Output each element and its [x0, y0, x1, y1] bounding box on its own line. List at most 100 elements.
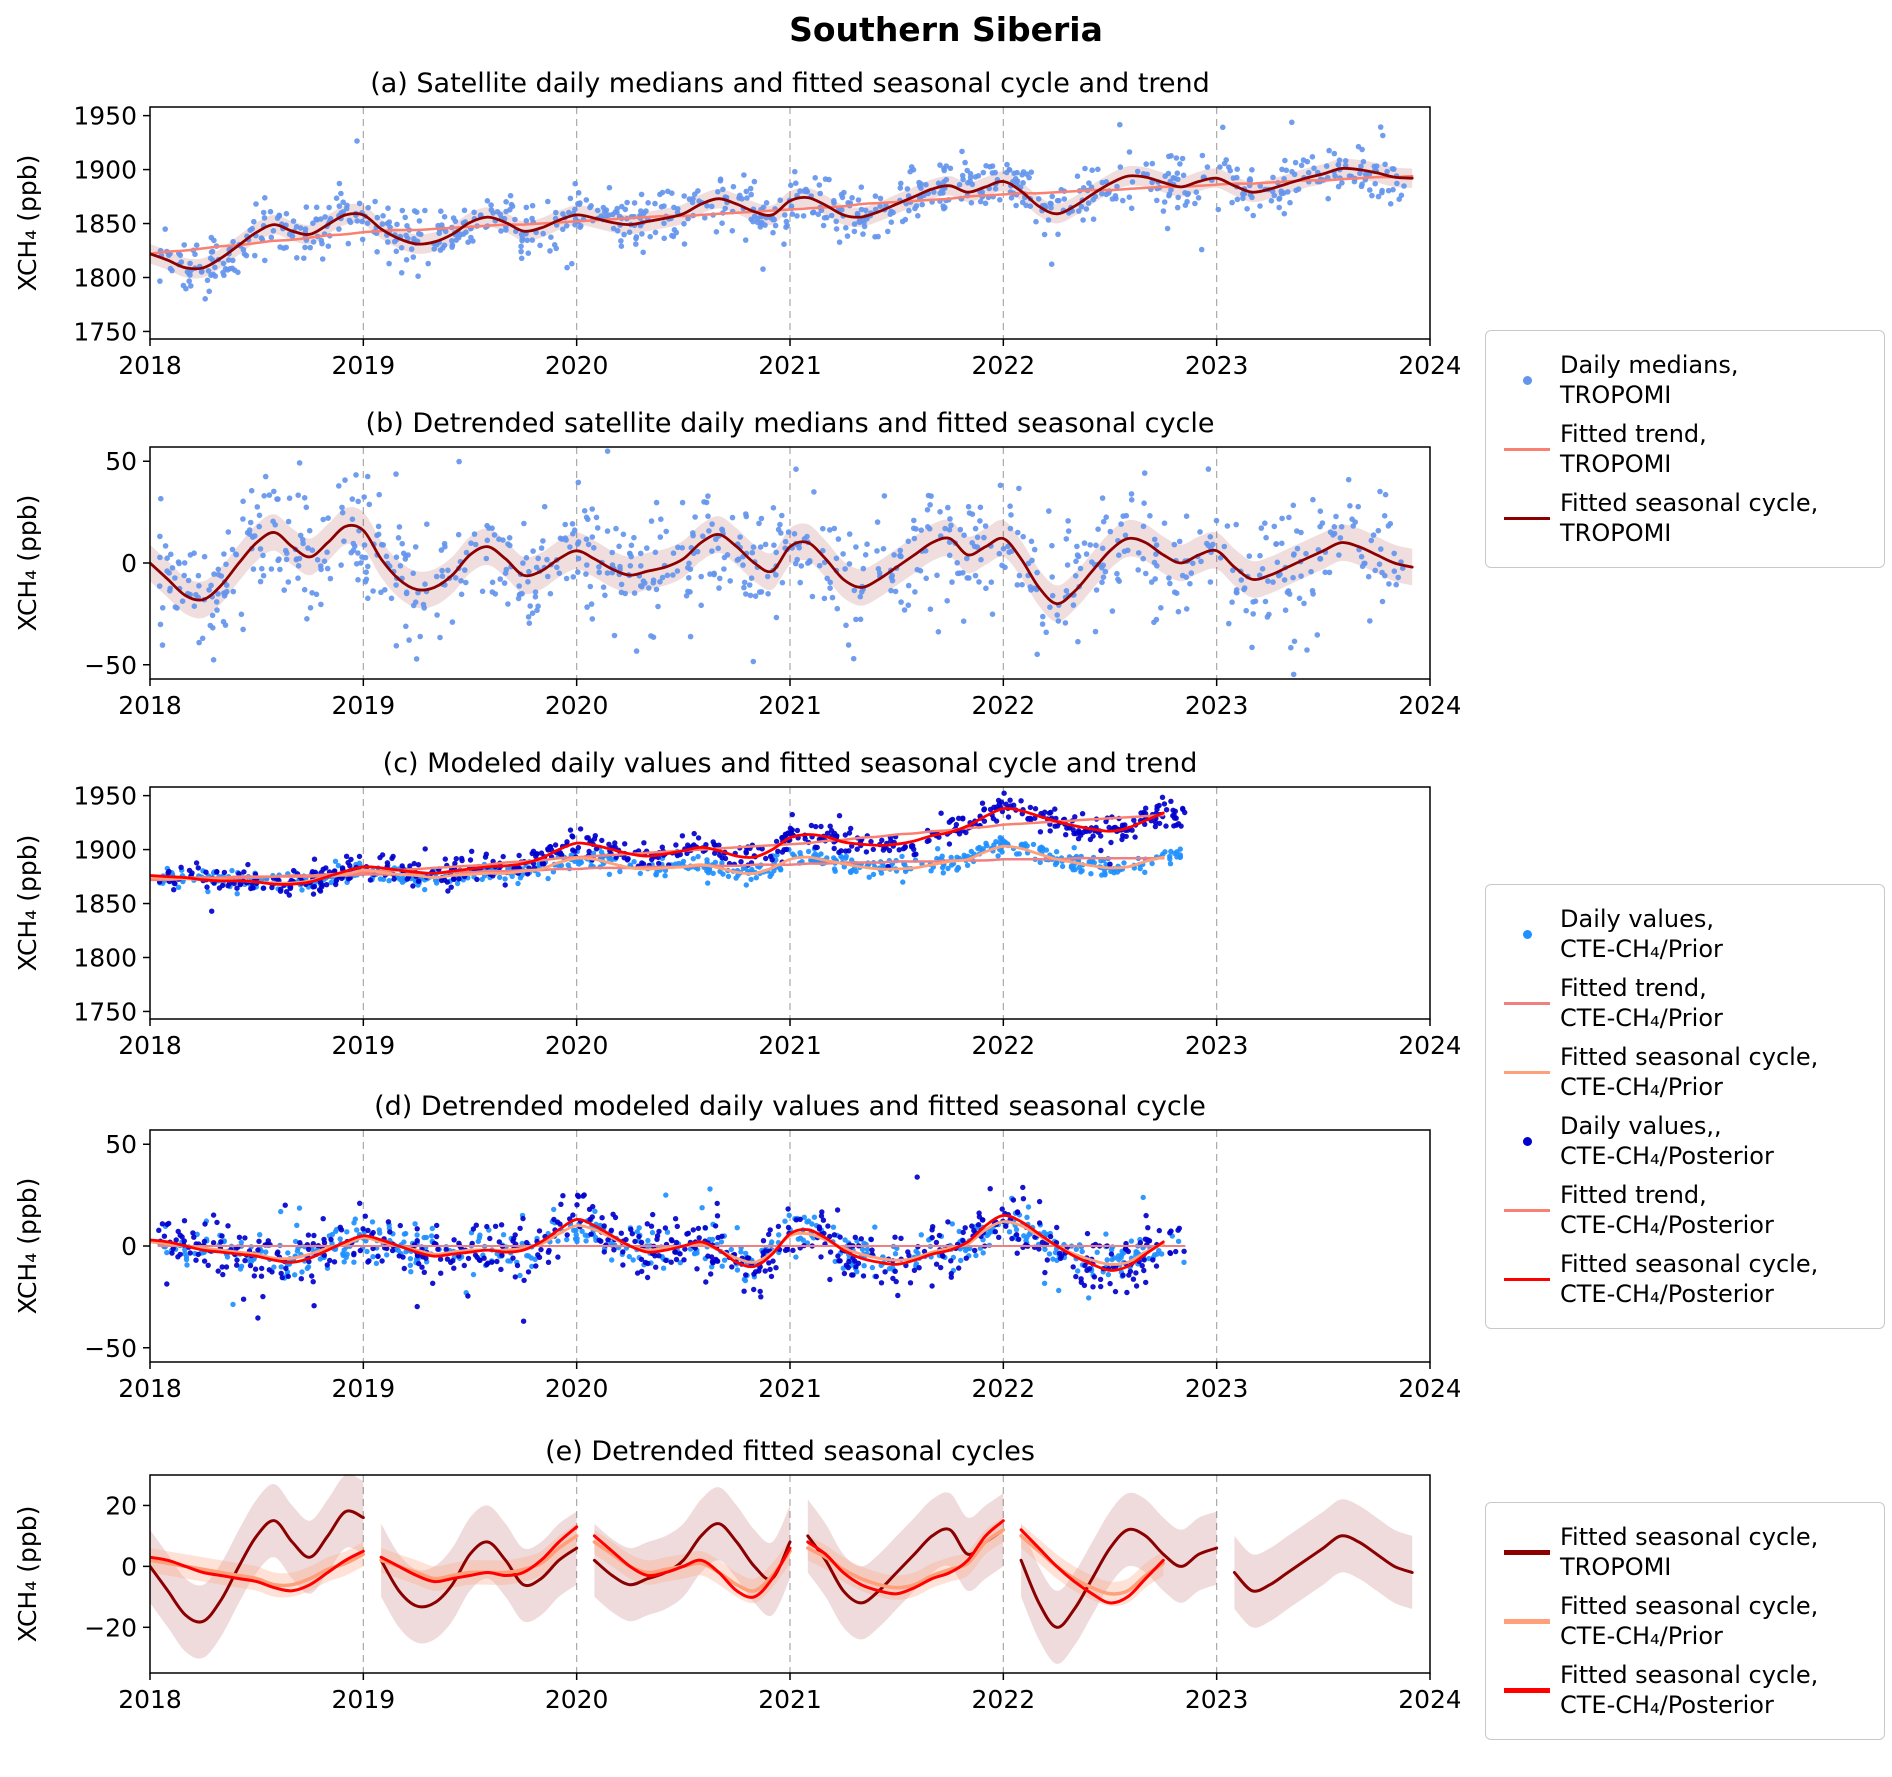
- panel-c-xtick-label: 2023: [1185, 1031, 1249, 1060]
- posterior-fitted-seasonal-cycle: [150, 1214, 1165, 1272]
- legend-cte-entry-1: Fitted trend, CTE-CH₄/Prior: [1494, 973, 1876, 1033]
- panel-e-gridlines: [362, 1475, 1218, 1673]
- tropomi-seasonal-cycle: [379, 1540, 579, 1609]
- panel-c-ytick-label: 1850: [73, 890, 137, 919]
- line-marker-icon: [1494, 1277, 1560, 1281]
- panel-d-detrended-modeled: (d) Detrended modeled daily values and f…: [13, 1091, 1460, 1403]
- line-marker-icon: [1494, 516, 1560, 520]
- prior-seasonal-cycle: [806, 1528, 1006, 1590]
- line-marker-icon: [1494, 1549, 1560, 1555]
- panel-e-xtick-label: 2021: [758, 1685, 822, 1714]
- line-marker-icon: [1494, 447, 1560, 451]
- legend-cte-entry-4: Fitted trend, CTE-CH₄/Posterior: [1494, 1180, 1876, 1240]
- tropomi-seasonal-cycle: [592, 1522, 792, 1587]
- panel-b-xtick-label: 2022: [972, 691, 1036, 720]
- tropomi-fitted-seasonal-cycle: [150, 166, 1414, 271]
- line-marker-icon: [1494, 1687, 1560, 1693]
- panel-a-xtick-label: 2022: [972, 351, 1036, 380]
- panel-d-gridlines: [362, 1130, 1218, 1362]
- legend-label: Fitted trend, CTE-CH₄/Posterior: [1560, 1181, 1774, 1239]
- panel-b-xtick-label: 2018: [118, 691, 182, 720]
- legend-label: Daily values, CTE-CH₄/Prior: [1560, 905, 1723, 963]
- posterior-fitted-seasonal-cycle: [150, 806, 1165, 886]
- dot-marker-icon: [1494, 1136, 1560, 1146]
- legend-label: Daily values,, CTE-CH₄/Posterior: [1560, 1112, 1774, 1170]
- panel-d-xtick-label: 2019: [332, 1374, 396, 1403]
- panel-c-ytick-label: 1750: [73, 997, 137, 1026]
- line-marker-icon: [1494, 1208, 1560, 1212]
- panel-b-ytick-label: −50: [84, 651, 137, 680]
- legend-tropomi: Daily medians, TROPOMI Fitted trend, TROPOM…: [1485, 330, 1885, 568]
- legend-tropomi-entry-1: Fitted trend, TROPOMI: [1494, 419, 1876, 479]
- panel-b-ylabel: XCH₄ (ppb): [13, 495, 42, 632]
- tropomi-uncertainty-band: [150, 507, 1413, 623]
- panel-a-xtick-label: 2024: [1398, 351, 1460, 380]
- panel-d-ytick-label: 50: [105, 1130, 137, 1159]
- dot-marker-icon: [1494, 929, 1560, 939]
- tropomi-uncertainty-band: [150, 158, 1413, 279]
- panel-e-ylabel: XCH₄ (ppb): [13, 1506, 42, 1643]
- legend-cte-entry-0: Daily values, CTE-CH₄/Prior: [1494, 904, 1876, 964]
- panel-a-ytick-label: 1900: [73, 156, 137, 185]
- panel-c-ytick-label: 1800: [73, 943, 137, 972]
- panel-a-ylabel: XCH₄ (ppb): [13, 155, 42, 292]
- panel-b-title: (b) Detrended satellite daily medians an…: [366, 408, 1215, 439]
- panel-b-xtick-label: 2023: [1185, 691, 1249, 720]
- dot-marker-icon: [1494, 375, 1560, 385]
- panel-b-ytick-label: 50: [105, 447, 137, 476]
- tropomi-seasonal-cycle: [806, 1527, 1005, 1605]
- panel-a-series: [150, 119, 1414, 302]
- panel-a-xtick-label: 2021: [758, 351, 822, 380]
- panel-b-detrended-satellite: (b) Detrended satellite daily medians an…: [13, 408, 1460, 720]
- posterior-seasonal-cycle: [379, 1525, 579, 1584]
- tropomi-seasonal-cycle: [1019, 1527, 1219, 1629]
- posterior-seasonal-cycle: [1019, 1528, 1165, 1605]
- panel-c-ytick-label: 1950: [73, 782, 137, 811]
- panel-e-xtick-label: 2022: [972, 1685, 1036, 1714]
- panel-a-satellite-daily-medians: (a) Satellite daily medians and fitted s…: [13, 68, 1460, 380]
- legend-seasonal-cycles-entry-0: Fitted seasonal cycle, TROPOMI: [1494, 1522, 1876, 1582]
- legend-cte-entry-5: Fitted seasonal cycle, CTE-CH₄/Posterior: [1494, 1249, 1876, 1309]
- panel-d-series: [150, 1174, 1187, 1324]
- panel-a-xtick-label: 2018: [118, 351, 182, 380]
- legend-cte-entry-2: Fitted seasonal cycle, CTE-CH₄/Prior: [1494, 1042, 1876, 1102]
- panel-d-title: (d) Detrended modeled daily values and f…: [374, 1091, 1206, 1122]
- panel-a-ytick-label: 1750: [73, 317, 137, 346]
- prior-uncertainty-band: [594, 1529, 790, 1604]
- legend-label: Fitted trend, CTE-CH₄/Prior: [1560, 974, 1723, 1032]
- panel-c-xtick-label: 2019: [332, 1031, 396, 1060]
- panel-b-xtick-label: 2020: [545, 691, 609, 720]
- panel-d-ytick-label: 0: [121, 1232, 137, 1261]
- panel-d-ytick-label: −50: [84, 1334, 137, 1363]
- panel-a-title: (a) Satellite daily medians and fitted s…: [370, 68, 1210, 99]
- legend-tropomi-entry-0: Daily medians, TROPOMI: [1494, 350, 1876, 410]
- panel-a-gridlines: [362, 107, 1218, 339]
- legend-cte-entry-3: Daily values,, CTE-CH₄/Posterior: [1494, 1111, 1876, 1171]
- tropomi-uncertainty-band: [150, 1475, 364, 1659]
- tropomi-uncertainty-band: [1021, 1492, 1217, 1664]
- panel-e-xtick-label: 2024: [1398, 1685, 1460, 1714]
- panel-e-ytick-label: 20: [105, 1491, 137, 1520]
- panel-c-xtick-label: 2024: [1398, 1031, 1460, 1060]
- figure-title: Southern Siberia: [789, 10, 1103, 49]
- prior-fitted-seasonal-cycle: [150, 1220, 1165, 1266]
- prior-uncertainty-band: [381, 1523, 577, 1591]
- legend-seasonal-cycles: Fitted seasonal cycle, TROPOMI Fitted seas…: [1485, 1502, 1885, 1740]
- legend-label: Fitted seasonal cycle, CTE-CH₄/Posterior: [1560, 1250, 1819, 1308]
- legend-seasonal-cycles-entry-2: Fitted seasonal cycle, CTE-CH₄/Posterior: [1494, 1660, 1876, 1720]
- tropomi-seasonal-cycle: [150, 1509, 365, 1624]
- legend-label: Fitted seasonal cycle, CTE-CH₄/Prior: [1560, 1592, 1819, 1650]
- prior-uncertainty-band: [807, 1517, 1004, 1600]
- panel-e-ytick-label: 0: [121, 1552, 137, 1581]
- tropomi-uncertainty-band: [1234, 1499, 1413, 1628]
- prior-uncertainty-band: [1021, 1523, 1164, 1607]
- panel-a-ytick-label: 1800: [73, 263, 137, 292]
- posterior-fitted-trend: [150, 813, 1165, 881]
- line-marker-icon: [1494, 1001, 1560, 1005]
- tropomi-fitted-seasonal-cycle: [150, 523, 1414, 606]
- panel-e-ytick-label: −20: [84, 1613, 137, 1642]
- panel-c-xtick-label: 2022: [972, 1031, 1036, 1060]
- legend-label: Fitted seasonal cycle, TROPOMI: [1560, 1523, 1819, 1581]
- panel-c-modeled-daily-values: (c) Modeled daily values and fitted seas…: [13, 748, 1460, 1060]
